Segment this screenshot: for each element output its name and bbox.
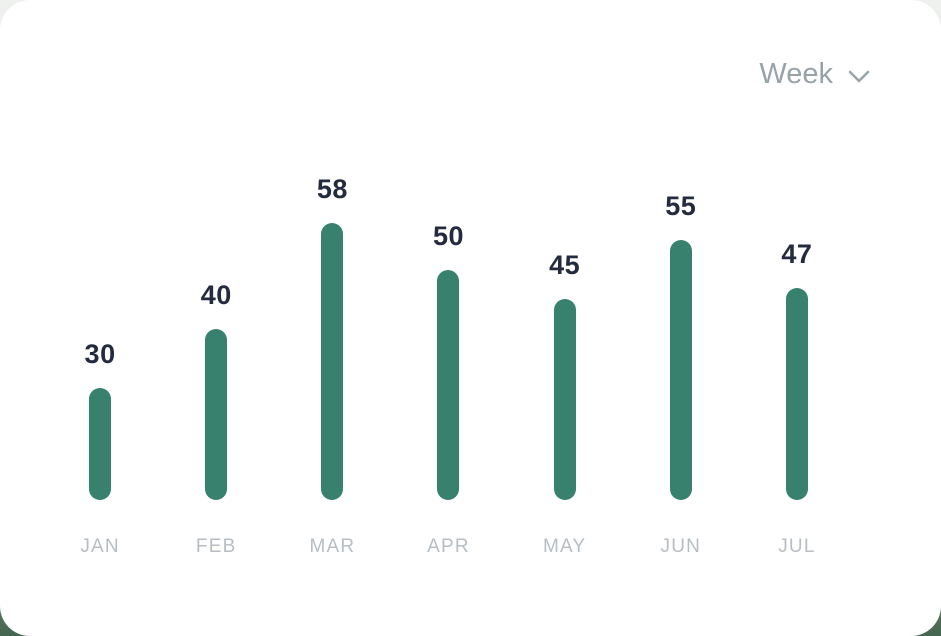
bar-value-label: 58 xyxy=(316,174,348,204)
period-selector-label: Week xyxy=(759,58,833,90)
bar-apr[interactable] xyxy=(437,270,460,500)
period-selector-dropdown[interactable]: Week xyxy=(759,58,871,91)
bar-jun[interactable] xyxy=(669,240,692,500)
bar-column: 55 xyxy=(623,120,739,500)
category-label-jan: JAN xyxy=(80,536,120,557)
bar-mar[interactable] xyxy=(321,223,344,500)
bar-jul[interactable] xyxy=(785,288,808,500)
bar-value-label: 40 xyxy=(200,280,232,310)
bar-column: 30 xyxy=(42,120,158,500)
bar-may[interactable] xyxy=(553,299,576,500)
bar-chart: 30 40 58 50 45 55 47 xyxy=(42,120,855,500)
bar-feb[interactable] xyxy=(205,329,228,500)
bar-column: 47 xyxy=(739,120,855,500)
bar-value-label: 30 xyxy=(84,339,116,369)
category-label-may: MAY xyxy=(542,536,587,557)
category-label-mar: MAR xyxy=(309,536,356,557)
bar-value-label: 50 xyxy=(432,221,465,251)
category-label-jun: JUN xyxy=(660,536,702,557)
bar-column: 45 xyxy=(507,120,623,500)
bar-value-label: 55 xyxy=(665,191,697,221)
bar-column: 40 xyxy=(158,120,274,500)
category-axis: JAN FEB MAR APR MAY JUN JUL xyxy=(42,536,855,558)
bar-value-label: 47 xyxy=(781,239,813,269)
bar-value-label: 45 xyxy=(549,250,581,280)
bar-jan[interactable] xyxy=(89,388,112,500)
bar-column: 58 xyxy=(274,120,390,500)
category-label-apr: APR xyxy=(427,536,470,557)
category-label-jul: JUL xyxy=(778,536,816,557)
bar-column: 50 xyxy=(390,120,506,500)
category-label-feb: FEB xyxy=(195,536,237,557)
chevron-down-icon xyxy=(847,65,871,85)
